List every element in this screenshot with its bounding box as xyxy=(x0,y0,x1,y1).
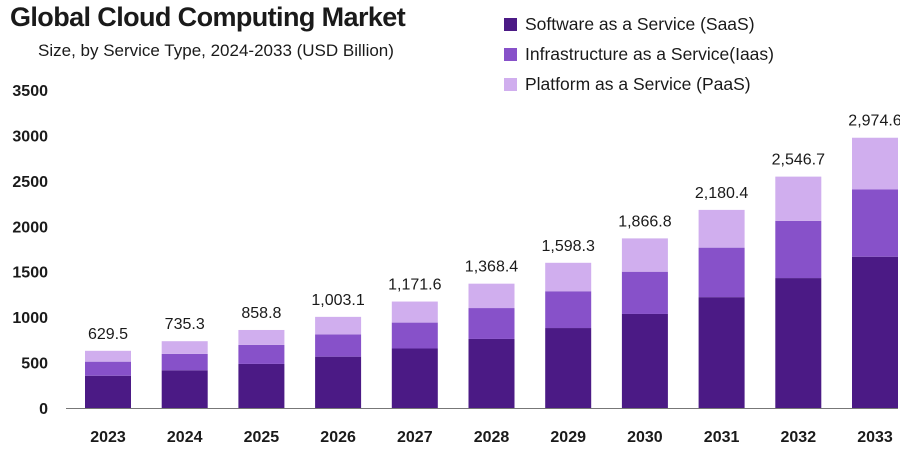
total-data-label: 1,866.8 xyxy=(618,213,671,230)
x-tick-label: 2026 xyxy=(320,429,356,446)
total-data-label: 1,171.6 xyxy=(388,277,441,294)
x-tick-label: 2032 xyxy=(781,429,817,446)
bar-segment-iaas xyxy=(545,291,592,329)
bar-segment-iaas xyxy=(161,353,208,371)
bar-segment-saas xyxy=(238,363,285,408)
legend-label-saas: Software as a Service (SaaS) xyxy=(525,14,755,34)
bar-segment-paas xyxy=(238,329,285,345)
total-data-label: 629.5 xyxy=(88,326,128,343)
bar-segment-iaas xyxy=(621,271,668,314)
bar-segment-iaas xyxy=(391,322,438,349)
bar-segment-saas xyxy=(621,313,668,408)
bar-segment-saas xyxy=(468,338,515,408)
y-tick-label: 2500 xyxy=(12,174,48,191)
y-tick-label: 0 xyxy=(39,401,48,418)
bar-segment-saas xyxy=(852,256,898,408)
x-tick-label: 2031 xyxy=(704,429,740,446)
bar-segment-paas xyxy=(852,137,898,190)
bar-segment-paas xyxy=(468,283,515,309)
bar-segment-paas xyxy=(698,209,745,248)
bar-segment-paas xyxy=(315,316,362,335)
legend-label-iaas: Infrastructure as a Service(Iaas) xyxy=(525,44,774,64)
bar-segment-iaas xyxy=(468,308,515,339)
x-tick-label: 2023 xyxy=(90,429,126,446)
bar-segment-saas xyxy=(391,348,438,408)
bar-segment-paas xyxy=(775,176,822,221)
bar-segment-paas xyxy=(545,262,592,292)
total-data-label: 1,598.3 xyxy=(542,238,595,255)
chart-subtitle: Size, by Service Type, 2024-2033 (USD Bi… xyxy=(38,41,394,60)
y-tick-label: 1500 xyxy=(12,265,48,282)
legend-item-paas: Platform as a Service (PaaS) xyxy=(504,74,751,95)
x-tick-label: 2024 xyxy=(167,429,203,446)
total-data-label: 2,974.6 xyxy=(848,113,900,130)
bar-segment-iaas xyxy=(85,361,131,376)
bar-segment-paas xyxy=(161,341,208,354)
legend-swatch-saas xyxy=(504,18,517,31)
x-tick-label: 2029 xyxy=(550,429,586,446)
y-tick-label: 500 xyxy=(21,356,48,373)
bar-segment-saas xyxy=(85,375,131,408)
chart-title: Global Cloud Computing Market xyxy=(10,2,406,32)
y-tick-label: 3000 xyxy=(12,128,48,145)
y-tick-label: 3500 xyxy=(12,83,48,100)
y-tick-label: 1000 xyxy=(12,310,48,327)
bar-segment-saas xyxy=(775,278,822,408)
x-tick-label: 2030 xyxy=(627,429,663,446)
bar-segment-saas xyxy=(161,370,208,408)
bar-segment-paas xyxy=(391,301,438,323)
legend-label-paas: Platform as a Service (PaaS) xyxy=(525,74,751,94)
total-data-label: 2,546.7 xyxy=(772,152,825,169)
bar-segment-iaas xyxy=(238,344,285,364)
bar-segment-iaas xyxy=(775,220,822,279)
bar-segment-iaas xyxy=(315,334,362,357)
y-tick-label: 2000 xyxy=(12,219,48,236)
total-data-label: 735.3 xyxy=(165,316,205,333)
total-data-label: 1,003.1 xyxy=(311,292,364,309)
legend-item-saas: Software as a Service (SaaS) xyxy=(504,14,755,35)
x-tick-label: 2028 xyxy=(474,429,510,446)
total-data-label: 1,368.4 xyxy=(465,259,518,276)
total-data-label: 2,180.4 xyxy=(695,185,748,202)
bar-segment-saas xyxy=(698,297,745,408)
legend-swatch-iaas xyxy=(504,48,517,61)
bar-segment-saas xyxy=(315,356,362,408)
total-data-label: 858.8 xyxy=(241,305,281,322)
legend-item-iaas: Infrastructure as a Service(Iaas) xyxy=(504,44,774,65)
bar-segment-saas xyxy=(545,328,592,408)
x-tick-label: 2027 xyxy=(397,429,433,446)
bar-segment-paas xyxy=(85,350,131,362)
bar-segment-paas xyxy=(621,238,668,272)
x-tick-label: 2033 xyxy=(857,429,893,446)
legend-swatch-paas xyxy=(504,78,517,91)
bar-segment-iaas xyxy=(698,247,745,298)
x-tick-label: 2025 xyxy=(244,429,280,446)
bar-segment-iaas xyxy=(852,189,898,257)
